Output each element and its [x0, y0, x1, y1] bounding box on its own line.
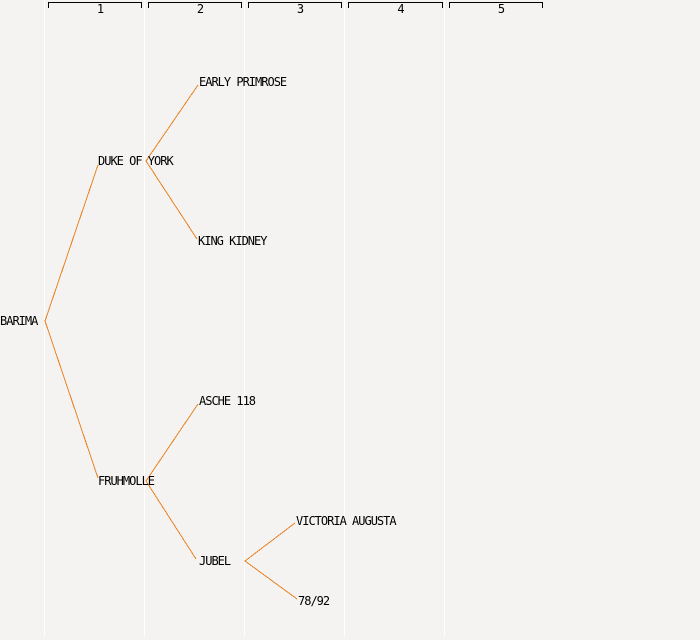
- generation-number-3: 3: [296, 2, 304, 16]
- generation-number-1: 1: [96, 2, 104, 16]
- generation-bracket-5: [449, 2, 543, 8]
- generation-gridline-4: [344, 0, 345, 637]
- node-duke-of-york[interactable]: DUKE OF YORK: [98, 154, 174, 168]
- node-asche-118[interactable]: ASCHE 118: [199, 394, 256, 408]
- node-early-primrose[interactable]: EARLY PRIMROSE: [199, 75, 287, 89]
- node-barima[interactable]: BARIMA: [0, 314, 38, 328]
- generation-bracket-1: [48, 2, 142, 8]
- pedigree-edge-fruhmolle: [145, 403, 199, 560]
- generation-gridline-5: [444, 0, 445, 637]
- generation-bracket-4: [348, 2, 443, 8]
- generation-gridline-1: [44, 0, 45, 637]
- pedigree-edge-barima: [44, 164, 99, 479]
- node-jubel[interactable]: JUBEL: [199, 554, 231, 568]
- pedigree-edge-duke-of-york: [145, 84, 199, 240]
- node-78-92[interactable]: 78/92: [298, 594, 330, 608]
- node-fruhmolle[interactable]: FRUHMOLLE: [98, 474, 155, 488]
- generation-number-2: 2: [196, 2, 204, 16]
- generation-gridline-2: [144, 0, 145, 637]
- node-victoria-augusta[interactable]: VICTORIA AUGUSTA: [296, 514, 397, 528]
- pedigree-edge-jubel: [244, 522, 298, 600]
- generation-gridline-3: [244, 0, 245, 637]
- generation-bracket-2: [148, 2, 242, 8]
- node-king-kidney[interactable]: KING KIDNEY: [198, 234, 267, 248]
- generation-bracket-3: [248, 2, 342, 8]
- generation-number-4: 4: [397, 2, 404, 16]
- generation-number-5: 5: [497, 2, 505, 16]
